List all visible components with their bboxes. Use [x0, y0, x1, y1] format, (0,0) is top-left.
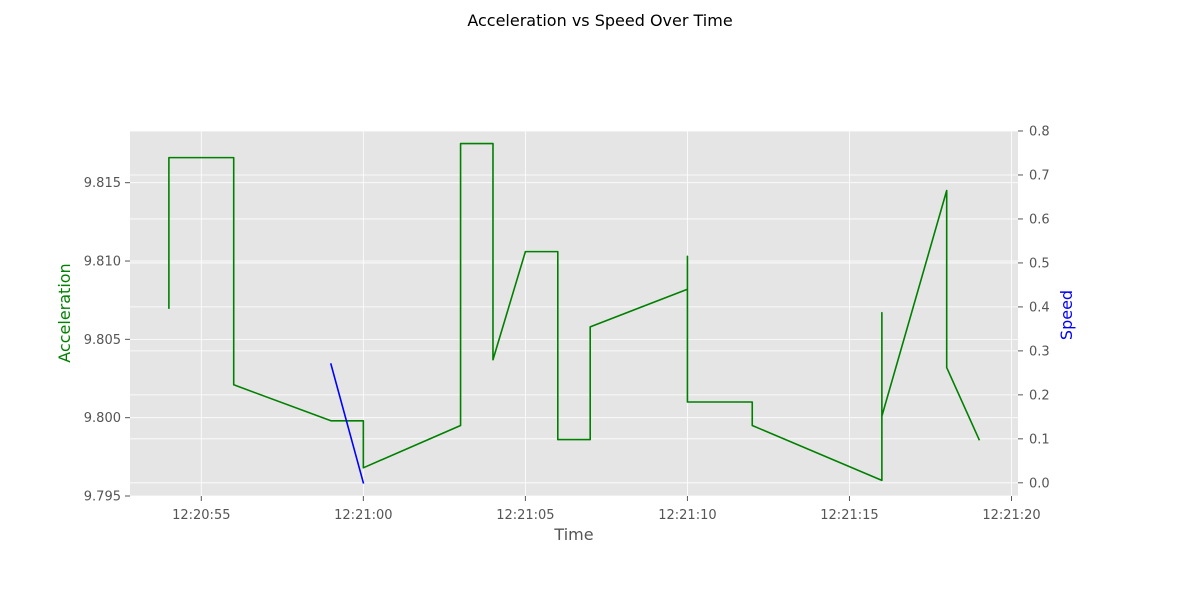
speed-series-line — [329, 363, 365, 484]
y-left-tick-label: 9.800 — [84, 411, 121, 426]
y-right-tick-label: 0.3 — [1029, 344, 1050, 359]
y-right-tick-label: 0.4 — [1029, 300, 1050, 315]
x-tick-label: 12:21:05 — [496, 508, 554, 523]
y-left-tick-label: 9.815 — [84, 176, 121, 191]
x-tick-label: 12:21:00 — [334, 508, 392, 523]
plot-background — [130, 131, 1018, 496]
series-layer — [168, 142, 981, 484]
acceleration-series-line — [168, 142, 981, 482]
axes-layer: 12:20:55 12:21:00 12:21:05 12:21:10 12:21:15… — [84, 125, 1050, 524]
y-right-tick-label: 0.7 — [1029, 168, 1050, 183]
y-right-tick-label: 0.0 — [1029, 476, 1050, 491]
y-right-tick-label: 0.6 — [1029, 212, 1050, 227]
x-tick-label: 12:21:20 — [982, 508, 1040, 523]
x-tick-label: 12:20:55 — [172, 508, 230, 523]
y-right-tick-label: 0.2 — [1029, 388, 1050, 403]
y-left-tick-label: 9.795 — [84, 490, 121, 505]
y-axis-right-label: Speed — [1057, 290, 1076, 340]
x-tick-label: 12:21:10 — [658, 508, 716, 523]
y-left-tick-label: 9.805 — [84, 333, 121, 348]
y-right-tick-label: 0.8 — [1029, 125, 1050, 140]
chart-title: Acceleration vs Speed Over Time — [467, 11, 732, 30]
y-right-tick-label: 0.1 — [1029, 432, 1050, 447]
x-axis-label: Time — [553, 525, 593, 544]
y-axis-left-label: Acceleration — [55, 263, 74, 362]
x-tick-label: 12:21:15 — [820, 508, 878, 523]
y-left-tick-label: 9.810 — [84, 255, 121, 270]
y-right-tick-label: 0.5 — [1029, 256, 1050, 271]
